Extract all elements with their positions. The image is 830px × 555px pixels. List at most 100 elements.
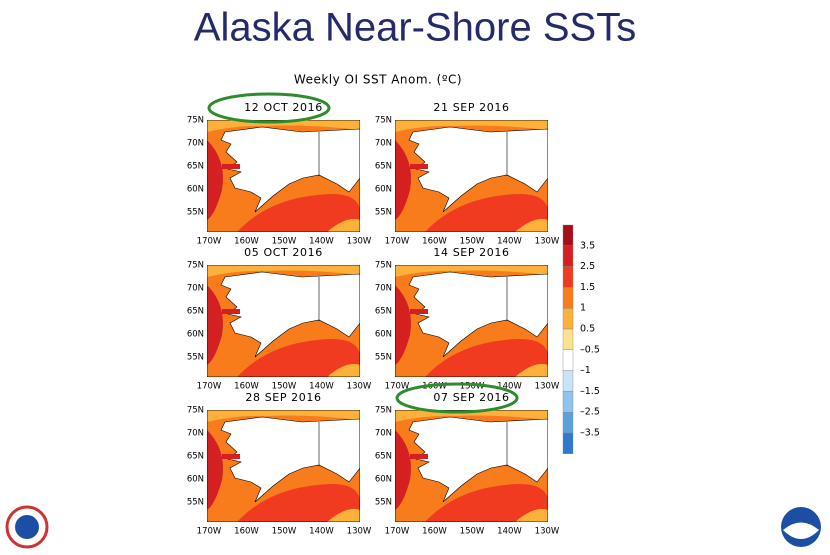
lat-label: 60N — [375, 330, 392, 340]
lat-label: 75N — [187, 406, 204, 416]
colorbar-band — [562, 412, 574, 434]
lat-label: 70N — [187, 139, 204, 149]
panel-title: 14 SEP 2016 — [433, 246, 509, 259]
lon-label: 140W — [497, 527, 522, 537]
colorbar-band — [562, 224, 574, 246]
lat-label: 65N — [375, 307, 392, 317]
lat-label: 60N — [375, 185, 392, 195]
lon-label: 130W — [347, 382, 372, 392]
lon-label: 140W — [309, 382, 334, 392]
lat-label: 70N — [187, 429, 204, 439]
colorbar-label: 3.5 — [580, 240, 595, 251]
lon-label: 140W — [497, 382, 522, 392]
lon-label: 160W — [422, 527, 447, 537]
lat-label: 55N — [187, 353, 204, 363]
colorbar-band — [562, 349, 574, 371]
lon-label: 140W — [497, 237, 522, 247]
lat-label: 75N — [375, 116, 392, 126]
highlight-ring — [207, 92, 331, 124]
lon-label: 160W — [234, 382, 259, 392]
lat-label: 55N — [375, 353, 392, 363]
lat-label: 55N — [187, 208, 204, 218]
lat-label: 65N — [375, 162, 392, 172]
lon-label: 170W — [385, 382, 410, 392]
lat-label: 60N — [187, 330, 204, 340]
colorbar-label: –1 — [580, 365, 591, 376]
title: Alaska Near-Shore SSTs — [194, 6, 636, 50]
lon-label: 150W — [460, 237, 485, 247]
sst-map — [395, 265, 548, 377]
lon-label: 150W — [460, 527, 485, 537]
lat-label: 70N — [375, 139, 392, 149]
colorbar-label: –0.5 — [580, 344, 600, 355]
lon-label: 130W — [535, 382, 560, 392]
colorbar-label: 0.5 — [580, 324, 595, 335]
lat-label: 70N — [187, 284, 204, 294]
colorbar-band — [562, 245, 574, 267]
lat-label: 60N — [187, 475, 204, 485]
highlight-ring — [395, 382, 519, 414]
colorbar-band — [562, 370, 574, 392]
colorbar-band — [562, 328, 574, 350]
lat-label: 65N — [187, 307, 204, 317]
lat-label: 70N — [375, 284, 392, 294]
lon-label: 150W — [272, 527, 297, 537]
lon-label: 150W — [272, 237, 297, 247]
lon-label: 130W — [347, 237, 372, 247]
lon-label: 140W — [309, 237, 334, 247]
noaa-weather-logo — [5, 505, 49, 549]
lon-label: 130W — [347, 527, 372, 537]
lat-label: 75N — [375, 261, 392, 271]
sst-map — [207, 410, 360, 522]
colorbar-band — [562, 266, 574, 288]
panel-title: 05 OCT 2016 — [244, 246, 323, 259]
lat-label: 75N — [187, 116, 204, 126]
colorbar-band — [562, 391, 574, 413]
lat-label: 55N — [375, 498, 392, 508]
lon-label: 130W — [535, 527, 560, 537]
lon-label: 170W — [385, 527, 410, 537]
sst-map — [395, 120, 548, 232]
lon-label: 150W — [272, 382, 297, 392]
lon-label: 150W — [460, 382, 485, 392]
colorbar-label: 1 — [580, 303, 586, 314]
lat-label: 60N — [187, 185, 204, 195]
colorbar-band — [562, 287, 574, 309]
sst-map — [207, 265, 360, 377]
colorbar-label: 1.5 — [580, 282, 595, 293]
colorbar-label: –2.5 — [580, 407, 600, 418]
panel-title: 12 OCT 2016 — [244, 101, 323, 114]
sst-map — [395, 410, 548, 522]
colorbar-band — [562, 432, 574, 454]
lat-label: 75N — [187, 261, 204, 271]
lat-label: 65N — [375, 452, 392, 462]
colorbar-label: 2.5 — [580, 261, 595, 272]
colorbar-label: –3.5 — [580, 428, 600, 439]
lon-label: 140W — [309, 527, 334, 537]
lon-label: 170W — [197, 527, 222, 537]
lon-label: 170W — [197, 237, 222, 247]
lat-label: 65N — [187, 452, 204, 462]
noaa-logo — [781, 507, 821, 547]
subtitle: Weekly OI SST Anom. (ºC) — [294, 73, 462, 87]
lon-label: 160W — [422, 237, 447, 247]
lon-label: 160W — [234, 527, 259, 537]
lat-label: 75N — [375, 406, 392, 416]
lat-label: 70N — [375, 429, 392, 439]
lat-label: 60N — [375, 475, 392, 485]
lon-label: 170W — [197, 382, 222, 392]
lon-label: 170W — [385, 237, 410, 247]
lat-label: 55N — [187, 498, 204, 508]
panel-title: 28 SEP 2016 — [245, 391, 321, 404]
panel-title: 07 SEP 2016 — [433, 391, 509, 404]
lon-label: 130W — [535, 237, 560, 247]
lat-label: 65N — [187, 162, 204, 172]
panel-title: 21 SEP 2016 — [433, 101, 509, 114]
lat-label: 55N — [375, 208, 392, 218]
colorbar-band — [562, 308, 574, 330]
lon-label: 160W — [422, 382, 447, 392]
colorbar-label: –1.5 — [580, 386, 600, 397]
sst-map — [207, 120, 360, 232]
lon-label: 160W — [234, 237, 259, 247]
